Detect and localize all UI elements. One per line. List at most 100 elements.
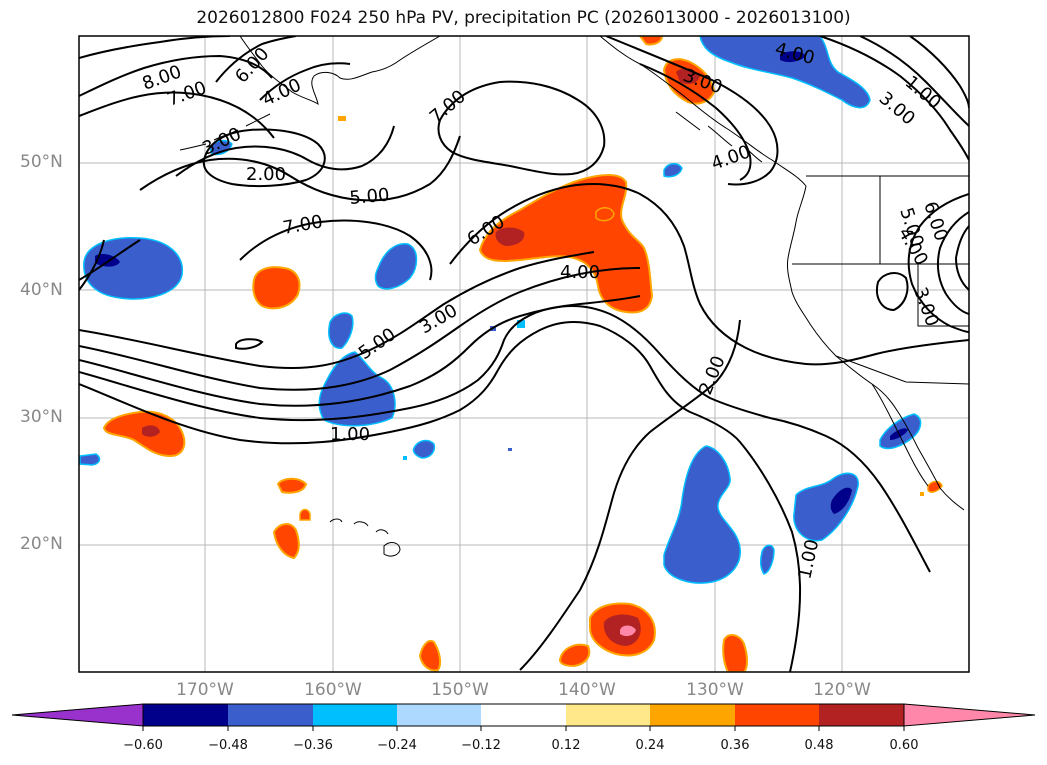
pv-contours (79, 36, 969, 672)
contour-ne-1 (819, 36, 969, 161)
contour-east-wave-3 (954, 225, 969, 291)
blue-pacnw-bit (663, 163, 683, 178)
red-core-central (495, 227, 525, 246)
blue-area-west (83, 236, 184, 300)
contour-label: 2.00 (246, 164, 286, 185)
lat-label-50n: 50°N (20, 152, 63, 172)
colorbar-segment (228, 704, 313, 726)
colorbar-segment (143, 704, 228, 726)
hawaii-islands (329, 518, 401, 557)
contour-1.00 (79, 320, 801, 672)
map-frame (78, 35, 970, 673)
baja-peninsula (871, 383, 929, 487)
contour-3.00 (79, 295, 641, 407)
blue-area-north (699, 36, 871, 109)
colorbar-segment (819, 704, 904, 726)
contour-6.00 (449, 183, 969, 366)
orange-south-3 (418, 640, 442, 672)
orange-south-4 (722, 634, 748, 672)
lat-label-40n: 40°N (20, 280, 63, 300)
blue-dot-2 (517, 320, 525, 328)
blue-tropic-east (663, 445, 741, 584)
contour-4.00-north (259, 62, 351, 101)
colorbar-tick-label: 0.60 (889, 738, 919, 753)
contour-3.00-north (175, 125, 395, 177)
lon-label-150w: 150°W (431, 680, 489, 700)
orange-dot-1 (338, 116, 346, 121)
blue-area-subtropic (318, 351, 396, 427)
contour-7.00 (79, 91, 433, 281)
colorbar-tick-label: −0.12 (461, 738, 501, 753)
colorbar-tick-label: 0.36 (720, 738, 750, 753)
contour-4.00 (79, 267, 641, 391)
colorbar-segment (735, 704, 819, 726)
contour-label: 1.00 (330, 424, 370, 445)
map-area (79, 36, 969, 672)
contour-label: 4.00 (560, 262, 600, 283)
contour-5.00 (79, 251, 595, 369)
pink-core-south (620, 625, 636, 637)
contour-small-loop-east (876, 272, 909, 312)
contour-small-loop-1 (235, 338, 264, 350)
contour-west-7 (79, 239, 105, 291)
lon-label-140w: 140°W (558, 680, 616, 700)
lon-label-170w: 170°W (176, 680, 234, 700)
lon-label-130w: 130°W (686, 680, 744, 700)
contour-2.00 (79, 305, 931, 573)
contour-7.00-loop (437, 80, 606, 176)
deep-blue-core-north (780, 51, 806, 63)
colorbar-segment (481, 704, 566, 726)
colorbar-tick-label: 0.12 (551, 738, 581, 753)
precip-negative-areas (79, 36, 922, 584)
lat-label-30n: 30°N (20, 407, 63, 427)
state-borders (792, 176, 969, 385)
colorbar-segment (650, 704, 735, 726)
orange-small-1 (276, 477, 308, 494)
colorbar-segment (313, 704, 397, 726)
lat-label-20n: 20°N (20, 534, 63, 554)
orange-small-2 (272, 523, 300, 560)
colorbar (11, 703, 1036, 731)
contour-east-wave-1 (907, 193, 969, 333)
colorbar-segment (566, 704, 650, 726)
colorbar-tick-label: −0.36 (293, 738, 333, 753)
blue-streak-3 (759, 544, 775, 575)
precip-positive-areas (102, 36, 943, 672)
lon-label-160w: 160°W (304, 680, 362, 700)
colorbar-tick-label: −0.60 (123, 738, 163, 753)
contour-ne-2 (859, 36, 969, 127)
contour-east-2 (639, 63, 752, 181)
colorbar-extend-high (903, 703, 1036, 727)
colorbar-tick-label: −0.48 (208, 738, 248, 753)
bc-islands (675, 111, 763, 163)
orange-south-2 (558, 643, 591, 668)
contour-east-wave-2 (937, 211, 969, 315)
deep-blue-core-southeast (830, 487, 852, 514)
blue-dot-3 (403, 456, 407, 460)
colorbar-tick-label: −0.24 (377, 738, 417, 753)
lon-label-120w: 120°W (813, 680, 871, 700)
colorbar-extend-low (11, 703, 144, 727)
blue-streak-1 (374, 243, 418, 290)
blue-small-1 (412, 439, 436, 459)
orange-small-3 (299, 508, 311, 521)
orange-small-4 (595, 207, 615, 222)
contour-2.00b (519, 319, 741, 671)
contour-8.00 (79, 54, 273, 97)
contour-6.00-north (215, 36, 297, 83)
colorbar-tick-label: 0.24 (635, 738, 665, 753)
orange-blob-1 (252, 266, 301, 310)
blue-small-2 (79, 453, 101, 466)
contour-ne-3 (909, 36, 969, 109)
map-title: 2026012800 F024 250 hPa PV, precipitatio… (196, 8, 851, 28)
blue-dot-4 (508, 448, 512, 451)
blue-streak-2 (328, 312, 354, 349)
colorbar-segment (397, 704, 481, 726)
red-core-west (142, 425, 160, 437)
orange-dot-2 (920, 492, 924, 496)
contour-east-1 (605, 36, 779, 186)
contour-2.00-loop (202, 128, 326, 188)
colorbar-tick-label: 0.48 (804, 738, 834, 753)
contour-label: 5.00 (349, 185, 391, 209)
